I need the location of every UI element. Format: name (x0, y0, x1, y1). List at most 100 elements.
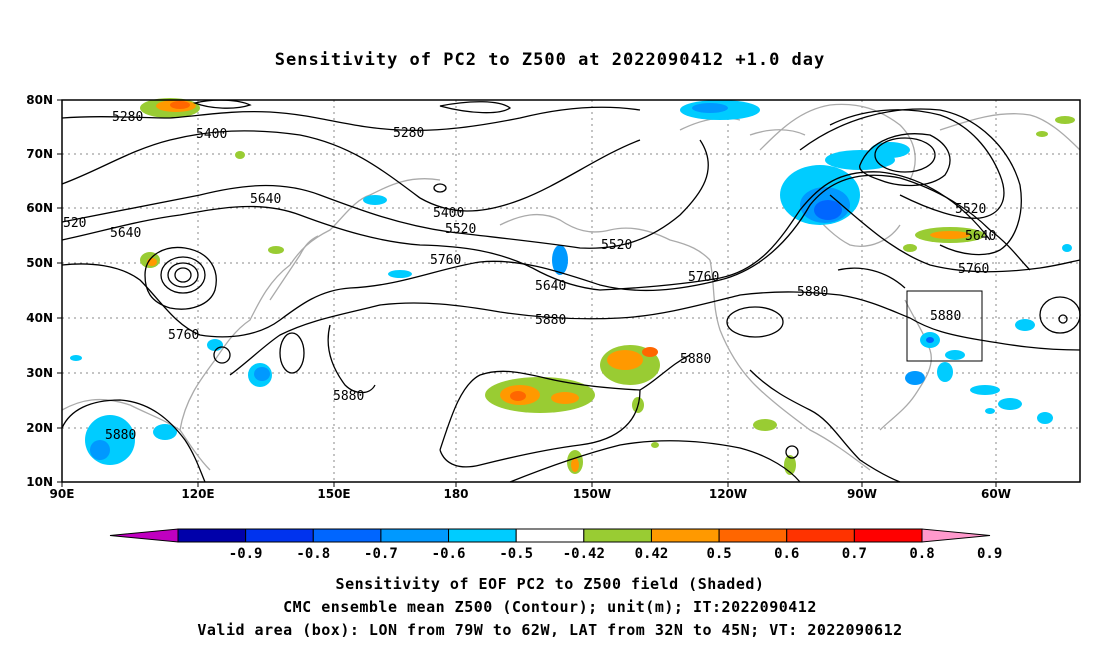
lat-label-50n: 50N (26, 256, 53, 270)
contour-5880-subtropical (439, 354, 691, 468)
high-ring-pacific-small (433, 183, 447, 193)
contour-5880-main (229, 291, 1081, 376)
colorbar: -0.9 -0.8 -0.7 -0.6 -0.5 -0.42 0.42 0.5 0.6 0.7 0.… (109, 528, 1002, 562)
lat-label-80n: 80N (26, 93, 53, 107)
colorbar-min-triangle (109, 528, 179, 543)
contour-5880-southwest (61, 399, 206, 483)
lat-label-70n: 70N (26, 147, 53, 161)
colorbar-label: -0.8 (296, 546, 330, 562)
contour-label: 5640 (535, 279, 566, 294)
contour-5880-central (327, 324, 376, 394)
colorbar-label: -0.6 (432, 546, 466, 562)
contour-5640-east (799, 108, 1022, 256)
north-america-west-coast (709, 259, 871, 471)
map-title: Sensitivity of PC2 to Z500 at 2022090412… (274, 50, 826, 70)
contour-label: 5640 (965, 229, 996, 244)
contour-label: 5520 (601, 238, 632, 253)
lon-label-150w: 150W (573, 487, 611, 501)
greenland-coast (759, 103, 916, 181)
contour-label: 5880 (105, 428, 136, 443)
contour-5400 (61, 130, 641, 212)
colorbar-max-triangle (921, 528, 991, 543)
subtropical-positive-region (485, 345, 796, 475)
colorbar-label: -0.9 (229, 546, 263, 562)
ring-mexico (785, 445, 799, 459)
contour-5760 (61, 174, 1031, 338)
contour-label: 5640 (110, 226, 141, 241)
contour-label: 520 (63, 216, 86, 231)
contour-label: 5880 (797, 285, 828, 300)
colorbar-swatch (718, 528, 788, 543)
lon-label-90w: 90W (847, 487, 877, 501)
shaded-regions (70, 98, 1075, 475)
colorbar-swatch (448, 528, 517, 543)
colorbar-label: 0.9 (977, 546, 1002, 562)
colorbar-swatch (583, 528, 652, 543)
lat-label-60n: 60N (26, 201, 53, 215)
longitude-labels: 90E 120E 150E 180 150W 120W 90W 60W (50, 487, 1011, 501)
contour-5520-east (829, 109, 1005, 219)
lat-label-10n: 10N (26, 475, 53, 489)
contour-label: 5760 (688, 270, 719, 285)
lon-label-120e: 120E (181, 487, 214, 501)
alaska-coast (499, 213, 711, 261)
colorbar-swatch (853, 528, 923, 543)
japan-coast (269, 235, 319, 301)
contours (61, 99, 1081, 483)
lon-label-120w: 120W (709, 487, 747, 501)
contour-5760-east (829, 194, 1081, 273)
lat-label-40n: 40N (26, 311, 53, 325)
colorbar-swatch (786, 528, 855, 543)
cut-off-low-ring-2 (167, 262, 199, 288)
positive-region-north-atlantic (903, 227, 985, 252)
contour-label: 5640 (250, 192, 281, 207)
colorbar-label: -0.42 (563, 546, 605, 562)
negative-shades-south (70, 319, 1053, 465)
contour-5280-loop-east (859, 133, 951, 187)
valid-area-box (906, 290, 983, 362)
contour-5880-upper-east (837, 267, 906, 289)
contour-label: 5280 (393, 126, 424, 141)
negative-region-arctic (680, 100, 760, 120)
contour-5520 (61, 139, 709, 249)
contour-label: 5880 (930, 309, 961, 324)
cut-off-low-ring-3 (174, 267, 192, 283)
contour-label: 5400 (433, 206, 464, 221)
cut-off-low-ring-1 (160, 256, 206, 294)
contour-5640 (61, 171, 991, 291)
lon-label-150e: 150E (317, 487, 350, 501)
colorbar-swatch (650, 528, 720, 543)
ring-china (213, 346, 231, 364)
colorbar-label: 0.8 (909, 546, 934, 562)
lon-label-60w: 60W (981, 487, 1011, 501)
contour-5280-far-west (192, 99, 252, 109)
contour-5880-southeast (749, 369, 901, 483)
lon-label-180: 180 (443, 487, 468, 501)
high-ring-east-atlantic (1039, 296, 1081, 334)
high-ring-east-atlantic-inner (1058, 314, 1068, 324)
lon-label-90e: 90E (50, 487, 75, 501)
colorbar-swatch (515, 528, 585, 543)
contour-label: 5760 (168, 328, 199, 343)
colorbar-swatch (312, 528, 382, 543)
contour-5880-lower (509, 440, 801, 483)
lat-label-20n: 20N (26, 421, 53, 435)
ring-pacific-mid (726, 306, 784, 338)
colorbar-swatch (380, 528, 450, 543)
caption-contour: CMC ensemble mean Z500 (Contour); unit(m… (283, 598, 817, 616)
contour-label: 5880 (680, 352, 711, 367)
lat-label-30n: 30N (26, 366, 53, 380)
europe-coast (939, 113, 1081, 151)
coastlines (61, 103, 1081, 471)
contour-5280-center (439, 101, 512, 114)
latitude-labels: 80N 70N 60N 50N 40N 30N 20N 10N (26, 93, 53, 489)
contour-label: 5760 (958, 262, 989, 277)
contour-5280-west (61, 106, 641, 132)
north-america-east-coast (879, 299, 932, 431)
contour-label: 5520 (955, 202, 986, 217)
colorbar-label: 0.5 (706, 546, 731, 562)
ring-central-pacific (279, 332, 305, 374)
caption-valid-area: Valid area (box): LON from 79W to 62W, L… (197, 621, 903, 639)
colorbar-label: -0.5 (499, 546, 533, 562)
